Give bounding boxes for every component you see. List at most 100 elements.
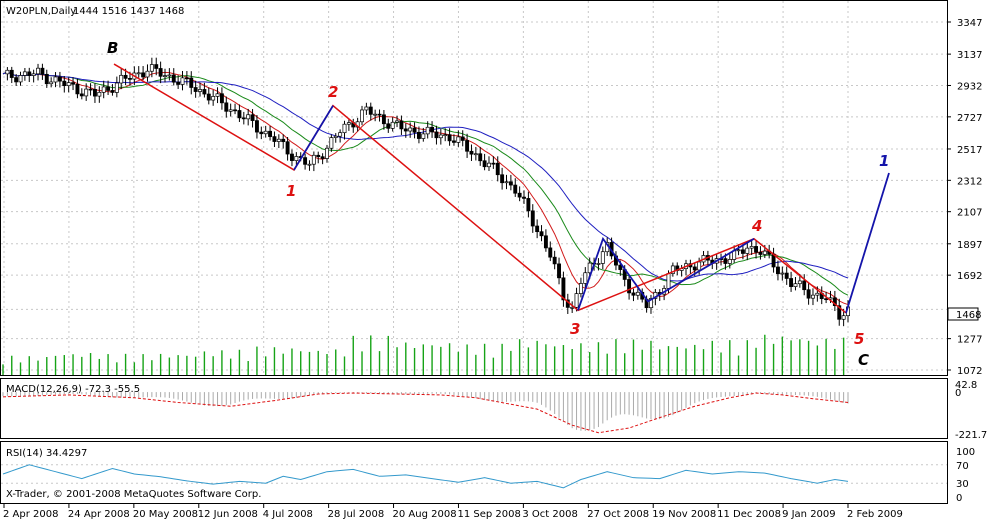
price-panel [0,0,948,376]
macd-signal-line [2,392,849,434]
candle-body [395,120,399,123]
candle-body [465,140,470,152]
price-tick-label: 1692 [957,271,982,282]
candle-body [495,162,500,176]
wave-label-4: 4 [751,217,762,235]
candle-body [360,109,364,123]
candle-body [18,75,23,83]
price-tick-label: 3137 [957,50,982,61]
candle-body [797,280,802,285]
ma-fast-line [2,71,849,306]
wave-label-2: 2 [328,83,338,101]
time-tick-label: 2 Feb 2009 [847,509,903,520]
candle-body [561,277,566,301]
candle-body [84,88,89,97]
ma-mid-line [2,71,849,296]
candle-body [193,87,198,92]
candle-body [311,154,316,165]
candle-body [530,210,535,227]
candle-body [57,76,62,82]
candle-body [548,247,553,258]
candle-body [62,80,67,87]
rsi-panel [0,441,948,504]
candle-body [136,72,141,75]
candle-body [123,74,128,79]
candle-body [631,292,636,296]
candle-body [381,114,386,125]
candle-body [307,163,312,166]
candle-body [508,181,513,186]
candle-body [114,82,119,93]
candle-body [276,138,281,142]
copyright-text: X-Trader, © 2001-2008 MetaQuotes Softwar… [6,489,261,500]
time-tick-label: 24 Apr 2008 [68,509,130,520]
time-tick-label: 9 Jan 2009 [782,509,836,520]
time-tick-label: 3 Oct 2008 [522,509,577,520]
price-axis: 3347 3137 2932 2727 2517 2312 2107 1897 1692 1277… [947,18,982,377]
candle-body [75,83,80,95]
candle-body [736,249,741,252]
candle-body [517,192,522,198]
candle-body [66,82,71,87]
candle-body [570,306,575,309]
candle-body [106,86,111,91]
candle-body [434,131,439,139]
candle-body [368,106,373,115]
price-tick-label: 2312 [957,176,982,187]
candle-body [31,73,36,76]
candle-body [202,89,207,95]
candle-body [294,156,299,161]
candle-body [649,298,653,309]
rsi-tick-label: 70 [956,461,969,472]
candle-body [141,72,146,78]
candle-body [44,73,49,85]
time-tick-label: 19 Nov 2008 [652,509,716,520]
candle-body [522,196,526,199]
price-tick-label: 1072 [957,366,982,377]
candle-body [670,265,675,274]
candle-body [364,106,369,111]
candle-body [233,109,237,112]
time-tick-label: 11 Dec 2008 [717,509,781,520]
time-axis: 2 Apr 2008 24 Apr 2008 20 May 2008 12 Jun 2… [3,504,903,520]
macd-tick-label: 0 [955,388,961,399]
rsi-indicator: 100 70 30 0 [1,447,975,504]
candle-body [552,256,557,265]
candle-body [163,75,167,77]
last-price: 1468 [956,310,981,321]
candle-body [9,69,14,78]
candle-body [666,273,671,289]
wave-label-B: B [107,39,118,57]
candle-body [482,160,487,168]
candle-body [215,93,220,97]
candle-body [259,131,264,135]
candle-body [491,162,496,165]
candle-body [5,69,10,75]
candle-body [535,225,540,233]
macd-tick-label: -221.7 [955,430,987,441]
candle-body [281,138,286,143]
macd-indicator: 42.80 -221.7 [2,380,987,441]
time-tick-label: 12 Jun 2008 [198,509,258,520]
rsi-tick-label: 30 [956,479,969,490]
candle-body [754,246,759,253]
candle-body [184,77,189,80]
candle-body [71,82,76,85]
time-tick-label: 2 Apr 2008 [3,509,58,520]
candle-body [740,249,745,254]
candle-body [154,64,159,69]
candle-body [246,114,251,120]
candle-body [167,74,172,77]
candle-body [237,110,242,119]
candle-body [802,280,807,291]
candle-body [600,251,605,264]
candle-body [780,272,785,275]
candle-body [14,77,19,83]
wave-blue-line-1 [293,105,334,171]
candle-body [189,77,194,88]
candle-body [206,93,211,101]
candle-body [443,134,448,137]
candle-body [762,250,767,255]
candle-body [254,120,259,133]
